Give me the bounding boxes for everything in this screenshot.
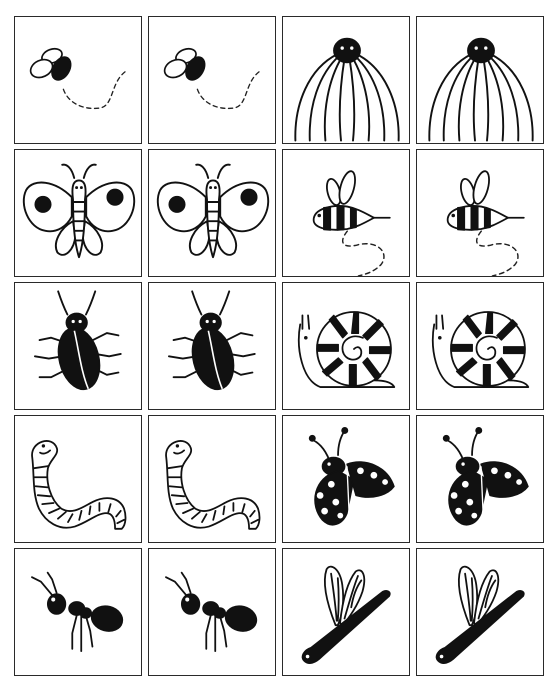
card-beetle[interactable] — [14, 282, 142, 410]
dragonfly-icon — [301, 565, 391, 665]
beetle-icon — [167, 290, 256, 395]
card-snail[interactable] — [282, 282, 410, 410]
ant-icon — [31, 571, 127, 652]
fly-icon — [161, 45, 262, 110]
card-snail[interactable] — [416, 282, 544, 410]
ant-icon — [165, 571, 261, 652]
card-beetle[interactable] — [148, 282, 276, 410]
ladybug-icon — [442, 426, 529, 526]
card-dragonfly[interactable] — [416, 548, 544, 676]
card-butterfly[interactable] — [148, 149, 276, 277]
card-worm[interactable] — [14, 415, 142, 543]
snail-icon — [297, 311, 396, 388]
worm-icon — [165, 440, 261, 530]
worm-icon — [31, 440, 127, 530]
card-bee[interactable] — [416, 149, 544, 277]
bee-icon — [312, 168, 391, 276]
bee-icon — [446, 168, 525, 276]
card-worm[interactable] — [148, 415, 276, 543]
card-fly[interactable] — [14, 16, 142, 144]
butterfly-icon — [156, 163, 270, 259]
fly-icon — [27, 45, 128, 110]
beetle-icon — [33, 290, 122, 395]
spider-icon — [294, 37, 400, 142]
card-ladybug[interactable] — [282, 415, 410, 543]
card-butterfly[interactable] — [14, 149, 142, 277]
card-spider[interactable] — [282, 16, 410, 144]
dragonfly-icon — [435, 565, 525, 665]
card-ant[interactable] — [148, 548, 276, 676]
spider-icon — [428, 37, 534, 142]
card-ant[interactable] — [14, 548, 142, 676]
card-spider[interactable] — [416, 16, 544, 144]
butterfly-icon — [22, 163, 136, 259]
card-bee[interactable] — [282, 149, 410, 277]
card-dragonfly[interactable] — [282, 548, 410, 676]
ladybug-icon — [308, 426, 395, 526]
snail-icon — [431, 311, 530, 388]
card-fly[interactable] — [148, 16, 276, 144]
card-ladybug[interactable] — [416, 415, 544, 543]
